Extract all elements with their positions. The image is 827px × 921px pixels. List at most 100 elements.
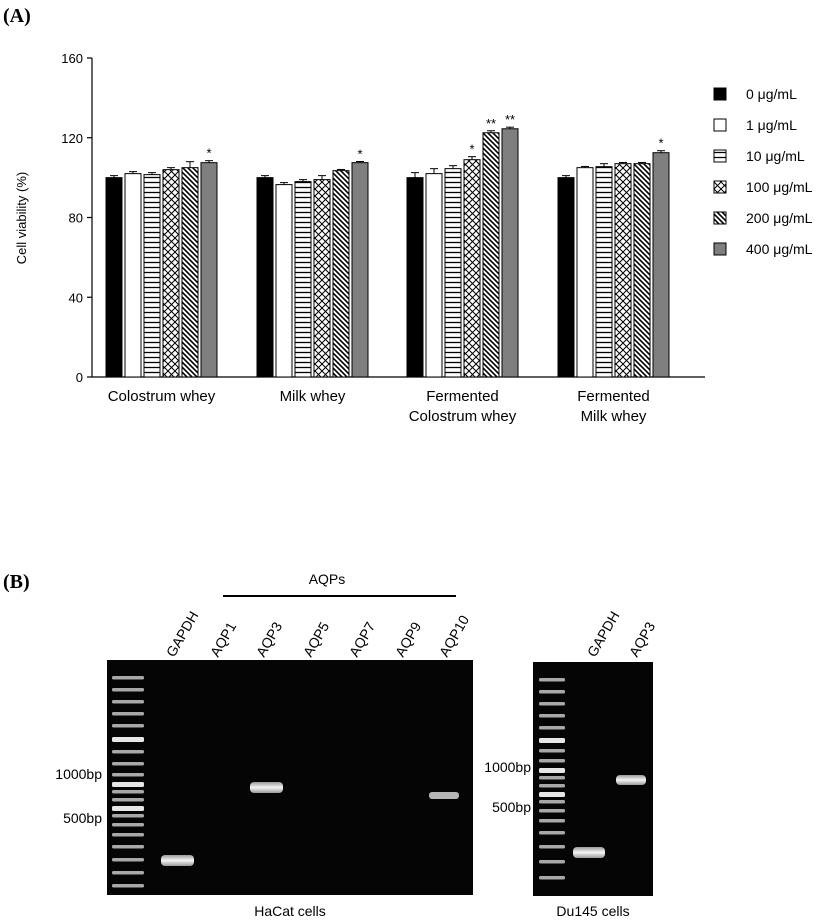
ladder-band [539, 809, 565, 813]
band-du-gapdh [573, 847, 605, 858]
ladder-band [539, 738, 565, 743]
category-label: Fermented Milk whey [577, 388, 650, 425]
significance-mark: * [469, 142, 474, 157]
legend-swatch [713, 211, 727, 225]
bar [633, 163, 651, 378]
band-du-aqp3 [616, 775, 646, 785]
y-tick-label: 80 [69, 211, 83, 226]
lane-label: AQP10 [436, 612, 473, 659]
category-label: Colostrum whey [108, 388, 216, 405]
bar [463, 159, 481, 378]
hacat-lane-labels: GAPDH AQP1 AQP3 AQP5 AQP7 AQP9 AQP10 [163, 608, 473, 659]
legend-swatch [713, 180, 727, 194]
bar [351, 162, 369, 378]
ladder-band [539, 876, 565, 880]
ladder-band [539, 860, 565, 864]
ladder-band [112, 806, 144, 811]
lane-label: AQP3 [626, 619, 659, 660]
ladder-band [539, 831, 565, 835]
y-tick-label: 40 [69, 290, 83, 305]
lane-label: AQP9 [392, 619, 425, 660]
ladder-band [539, 759, 565, 763]
category-label: Milk whey [280, 388, 346, 405]
lane-label: AQP1 [207, 619, 240, 660]
bar [501, 128, 519, 378]
band-aqp3 [250, 782, 283, 793]
bar [275, 184, 293, 378]
category-label: Fermented Colostrum whey [409, 388, 517, 425]
legend-label: 0 μg/mL [746, 86, 797, 102]
ladder-band [539, 845, 565, 849]
gel-caption-hacat: HaCat cells [254, 903, 326, 919]
bar [595, 166, 613, 378]
ladder-band [112, 833, 144, 837]
gel-du145: GAPDH AQP3 1000bp 500bp Du145 cells [484, 608, 658, 919]
du145-ladder [539, 678, 565, 880]
du-marker-500bp: 500bp [492, 799, 531, 815]
ladder-band [112, 845, 144, 849]
bar [294, 181, 312, 378]
bar [406, 177, 424, 378]
y-tick-label: 160 [61, 51, 83, 66]
ladder-band [112, 688, 144, 692]
ladder-band [112, 712, 144, 716]
ladder-band [539, 690, 565, 694]
legend-label: 100 μg/mL [746, 179, 813, 195]
lane-label: AQP7 [346, 619, 379, 660]
bar [557, 177, 575, 378]
significance-mark: * [206, 146, 211, 161]
y-ticks: 0 40 80 120 160 [61, 51, 92, 385]
ladder-band [539, 784, 565, 788]
significance-mark: ** [486, 116, 496, 131]
bar [313, 179, 331, 378]
legend-label: 1 μg/mL [746, 117, 797, 133]
ladder-band [112, 724, 144, 728]
marker-1000bp: 1000bp [55, 766, 102, 782]
hacat-ladder [112, 676, 144, 888]
bar [332, 170, 350, 378]
bar [162, 169, 180, 378]
du-marker-1000bp: 1000bp [484, 759, 531, 775]
ladder-band [539, 726, 565, 730]
significance-mark: * [658, 136, 663, 151]
legend: 0 μg/mL 1 μg/mL 10 μg/mL 100 μg/mL 200 μg/mL… [713, 86, 813, 257]
lane-label: GAPDH [163, 608, 202, 659]
gel-caption-du145: Du145 cells [556, 903, 629, 919]
band-aqp10 [429, 792, 459, 799]
ladder-band [112, 750, 144, 754]
bar [105, 177, 123, 378]
ladder-band [112, 762, 144, 766]
ladder-band [539, 800, 565, 804]
bar [444, 168, 462, 378]
bar [425, 173, 443, 378]
y-axis-label: Cell viability (%) [14, 172, 29, 264]
lane-label: AQP3 [253, 619, 286, 660]
legend-label: 400 μg/mL [746, 241, 813, 257]
bar [181, 167, 199, 378]
bar [576, 167, 594, 378]
lane-label: AQP5 [300, 619, 333, 660]
bar [200, 162, 218, 378]
ladder-band [112, 871, 144, 875]
gel-hacat: AQPs GAPDH AQP1 AQP3 AQP5 AQP7 AQP9 AQP10 1000… [55, 571, 473, 919]
significance-mark: * [357, 146, 362, 161]
band-gapdh [161, 855, 194, 866]
ladder-band [112, 782, 144, 787]
aqps-group-label: AQPs [309, 571, 346, 587]
ladder-band [112, 858, 144, 862]
ladder-band [112, 700, 144, 704]
y-tick-label: 120 [61, 131, 83, 146]
y-tick-label: 0 [76, 370, 83, 385]
bar [652, 152, 670, 378]
du145-lane-labels: GAPDH AQP3 [584, 608, 659, 659]
marker-500bp: 500bp [63, 810, 102, 826]
ladder-band [112, 676, 144, 680]
ladder-band [539, 776, 565, 780]
ladder-band [112, 773, 144, 777]
ladder-band [112, 737, 144, 742]
panel-b-label: (B) [3, 571, 30, 593]
ladder-band [539, 678, 565, 682]
ladder-band [539, 749, 565, 753]
